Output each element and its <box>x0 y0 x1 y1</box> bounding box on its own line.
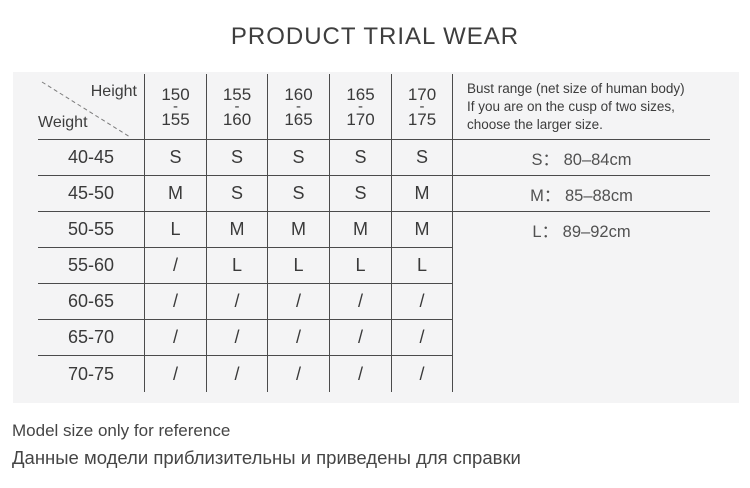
weight-row-label: 60-65 <box>38 284 145 320</box>
size-cell: / <box>207 284 268 320</box>
height-column-header: 165 - 170 <box>330 74 392 140</box>
weight-row-label: 70-75 <box>38 356 145 392</box>
weight-row-label: 55-60 <box>38 248 145 284</box>
bust-note-line: choose the larger size. <box>467 117 603 132</box>
size-cell: S <box>207 140 268 176</box>
size-cell: / <box>207 320 268 356</box>
size-cell: L <box>268 248 330 284</box>
size-cell: S <box>145 140 207 176</box>
size-range-m: M： 85–88cm <box>453 176 710 212</box>
range-dash: - <box>173 97 178 115</box>
size-cell: / <box>145 248 207 284</box>
diagonal-divider-line <box>41 81 131 138</box>
size-cell: M <box>392 212 453 248</box>
size-cell: S <box>330 140 392 176</box>
height-from: 170 <box>407 84 437 104</box>
size-chart-panel: Height Weight 150 - 155 155 - 160 160 - … <box>13 72 739 403</box>
size-cell: L <box>207 248 268 284</box>
size-cell: L <box>330 248 392 284</box>
size-cell: M <box>207 212 268 248</box>
size-cell: M <box>330 212 392 248</box>
size-cell: S <box>268 140 330 176</box>
size-cell: / <box>392 284 453 320</box>
bust-range-note: Bust range (net size of human body) If y… <box>453 74 710 140</box>
size-cell: / <box>268 320 330 356</box>
height-to: 165 <box>284 109 313 129</box>
page-title: PRODUCT TRIAL WEAR <box>230 23 520 50</box>
size-cell: / <box>145 320 207 356</box>
size-cell: / <box>268 284 330 320</box>
height-from: 155 <box>222 84 252 104</box>
size-cell: S <box>330 176 392 212</box>
range-dash: - <box>296 97 301 115</box>
height-to: 175 <box>407 109 437 129</box>
size-cell: L <box>145 212 207 248</box>
size-table-grid: Height Weight 150 - 155 155 - 160 160 - … <box>38 74 710 392</box>
height-to: 155 <box>161 109 190 129</box>
corner-header-cell: Height Weight <box>38 74 145 140</box>
size-range-l-text: L： 89–92cm <box>532 222 631 241</box>
size-cell: / <box>330 356 392 392</box>
height-column-header: 160 - 165 <box>268 74 330 140</box>
height-from: 150 <box>161 84 190 104</box>
weight-row-label: 50-55 <box>38 212 145 248</box>
size-cell: / <box>392 356 453 392</box>
range-dash: - <box>419 97 425 115</box>
size-cell: S <box>207 176 268 212</box>
height-column-header: 155 - 160 <box>207 74 268 140</box>
size-cell: / <box>330 284 392 320</box>
size-cell: S <box>268 176 330 212</box>
footnote-english: Model size only for reference <box>12 421 231 440</box>
size-range-s: S： 80–84cm <box>453 140 710 176</box>
size-cell: / <box>207 356 268 392</box>
height-from: 165 <box>346 84 375 104</box>
size-cell: M <box>392 176 453 212</box>
height-column-header: 150 - 155 <box>145 74 207 140</box>
height-to: 170 <box>346 109 375 129</box>
footnote-russian: Данные модели приблизительны и приведены… <box>12 447 521 468</box>
size-cell: / <box>145 356 207 392</box>
size-cell: S <box>392 140 453 176</box>
height-from: 160 <box>284 84 313 104</box>
size-cell: / <box>268 356 330 392</box>
range-dash: - <box>358 97 363 115</box>
height-axis-label: Height <box>90 83 137 100</box>
bust-note-line: If you are on the cusp of two sizes, <box>467 99 675 114</box>
size-range-l: L： 89–92cm <box>453 212 710 392</box>
weight-row-label: 40-45 <box>38 140 145 176</box>
size-cell: / <box>145 284 207 320</box>
size-cell: M <box>145 176 207 212</box>
weight-row-label: 65-70 <box>38 320 145 356</box>
height-to: 160 <box>222 109 252 129</box>
bust-note-line: Bust range (net size of human body) <box>467 81 685 96</box>
size-cell: / <box>392 320 453 356</box>
weight-row-label: 45-50 <box>38 176 145 212</box>
size-cell: M <box>268 212 330 248</box>
range-dash: - <box>234 97 240 115</box>
size-cell: L <box>392 248 453 284</box>
height-column-header: 170 - 175 <box>392 74 453 140</box>
weight-axis-label: Weight <box>38 114 88 131</box>
size-cell: / <box>330 320 392 356</box>
